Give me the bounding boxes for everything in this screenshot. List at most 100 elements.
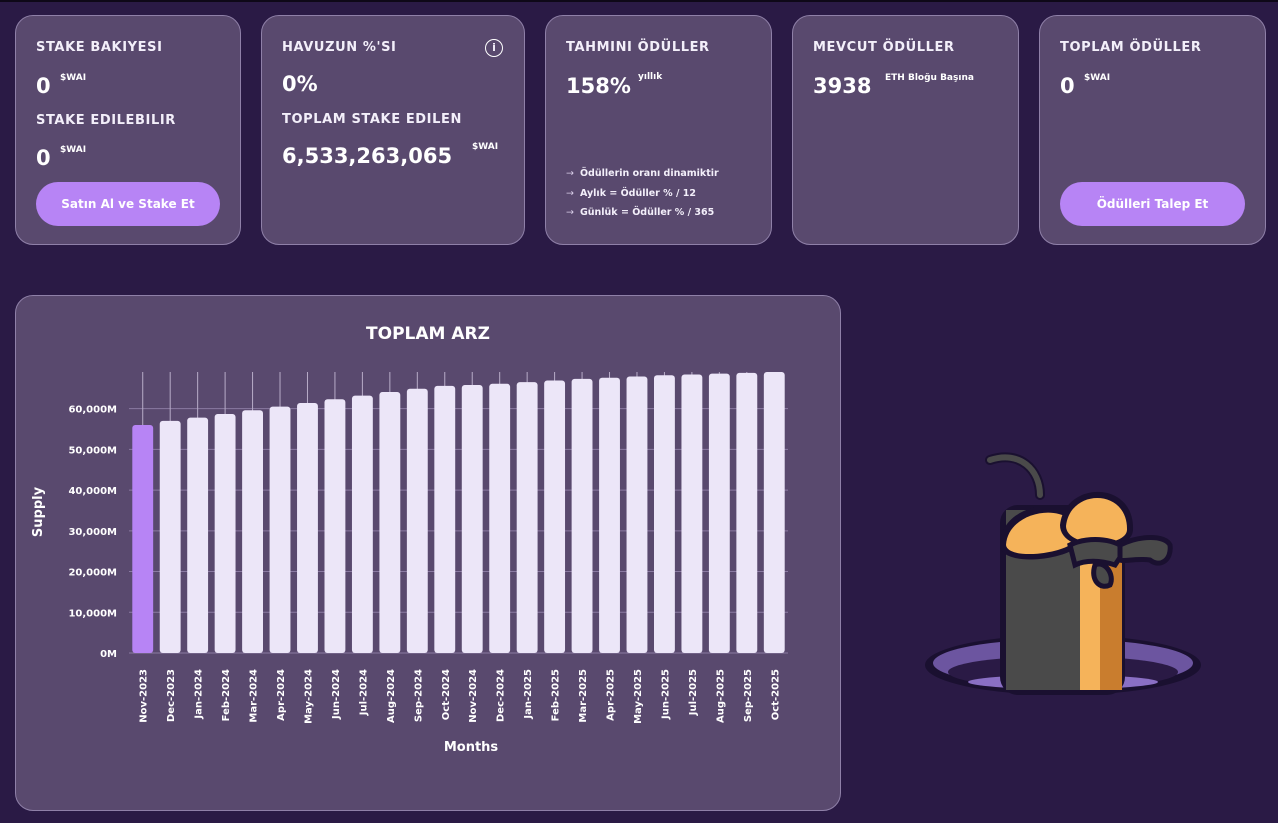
bar-sep-2025[interactable] <box>736 372 758 653</box>
x-tick-label: Sep-2024 <box>413 669 424 722</box>
stake-balance-unit: $WAI <box>60 73 87 83</box>
x-tick-label: Aug-2025 <box>715 669 726 723</box>
bar-jul-2025[interactable] <box>681 374 703 653</box>
bar-feb-2025[interactable] <box>544 380 566 653</box>
x-tick-label: May-2024 <box>303 669 314 724</box>
total-rewards-title: TOPLAM ÖDÜLLER <box>1060 40 1202 55</box>
y-tick-label: 10,000M <box>68 608 117 619</box>
y-tick-label: 30,000M <box>68 527 117 538</box>
x-tick-label: May-2025 <box>633 669 644 724</box>
bar-feb-2024[interactable] <box>214 413 236 653</box>
stake-balance-card: STAKE BAKIYESI 0 $WAI STAKE EDILEBILIR 0… <box>15 15 241 245</box>
top-edge <box>0 0 1278 2</box>
x-tick-label: Feb-2025 <box>551 669 562 721</box>
y-tick-label: 40,000M <box>68 486 117 497</box>
total-rewards-value: 0 <box>1060 74 1075 98</box>
mascot-illustration <box>925 452 1201 695</box>
total-staked-unit: $WAI <box>472 142 499 152</box>
arrow-right-icon: → <box>566 207 574 218</box>
estimated-rewards-suffix: yıllık <box>638 72 663 82</box>
bar-apr-2024[interactable] <box>269 406 291 653</box>
pool-share-card: HAVUZUN %'SI i 0% TOPLAM STAKE EDILEN 6,… <box>261 15 525 245</box>
bar-dec-2023[interactable] <box>159 420 181 653</box>
bar-nov-2023[interactable] <box>132 424 154 653</box>
x-tick-label: Apr-2025 <box>606 669 617 721</box>
x-axis-label: Months <box>444 740 499 755</box>
y-tick-label: 60,000M <box>68 405 117 416</box>
y-tick-label: 0M <box>100 649 117 660</box>
x-tick-label: Oct-2024 <box>441 669 452 720</box>
x-tick-label: Feb-2024 <box>221 669 232 721</box>
x-tick-label: Jul-2024 <box>358 669 369 716</box>
y-tick-label: 20,000M <box>68 568 117 579</box>
info-icon[interactable]: i <box>485 39 503 57</box>
x-tick-label: Jun-2025 <box>660 669 671 720</box>
current-rewards-suffix: ETH Bloğu Başına <box>885 73 974 83</box>
bar-nov-2024[interactable] <box>461 385 483 653</box>
stake-balance-title: STAKE BAKIYESI <box>36 40 163 55</box>
current-rewards-title: MEVCUT ÖDÜLLER <box>813 40 955 55</box>
claim-rewards-button[interactable]: Ödülleri Talep Et <box>1060 182 1245 226</box>
x-tick-label: Mar-2024 <box>249 669 260 723</box>
arrow-right-icon: → <box>566 168 574 179</box>
x-axis-ticks: Nov-2023 Dec-2023 Jan-2024 Feb-2024 Mar-2024… <box>139 669 782 724</box>
bar-mar-2025[interactable] <box>571 378 593 653</box>
arrow-right-icon: → <box>566 188 574 199</box>
bar-apr-2025[interactable] <box>599 377 620 653</box>
estimated-rewards-value: 158% <box>566 74 631 98</box>
bar-may-2025[interactable] <box>626 376 648 653</box>
y-axis-label: Supply <box>31 486 46 537</box>
chart-bars <box>132 372 785 653</box>
estimated-rewards-card: TAHMINI ÖDÜLLER 158% yıllık → Ödüllerin o… <box>545 15 772 245</box>
x-tick-label: Jun-2024 <box>331 669 342 720</box>
bar-may-2024[interactable] <box>297 402 318 653</box>
bar-oct-2025[interactable] <box>763 372 785 653</box>
total-staked-value: 6,533,263,065 <box>282 144 453 168</box>
x-tick-label: Aug-2024 <box>386 669 397 723</box>
x-tick-label: Mar-2025 <box>578 669 589 723</box>
chart-title: TOPLAM ARZ <box>366 324 490 344</box>
stake-balance-value: 0 <box>36 74 51 98</box>
total-staked-title: TOPLAM STAKE EDILEN <box>282 112 462 127</box>
x-tick-label: Dec-2024 <box>496 669 507 722</box>
bar-jun-2024[interactable] <box>324 399 346 653</box>
bar-dec-2024[interactable] <box>489 383 511 653</box>
note-item: → Günlük = Ödüller % / 365 <box>566 207 715 218</box>
stakeable-title: STAKE EDILEBILIR <box>36 113 176 128</box>
estimated-rewards-title: TAHMINI ÖDÜLLER <box>566 40 710 55</box>
y-axis-ticks: 0M 10,000M 20,000M 30,000M 40,000M 50,000M 60,… <box>68 405 117 660</box>
bar-jan-2024[interactable] <box>187 417 209 653</box>
x-tick-label: Jul-2025 <box>688 669 699 716</box>
supply-bar-chart: TOPLAM ARZ 0M 10,000M 20,000M 30,000M 40,000… <box>31 324 788 755</box>
x-tick-label: Sep-2025 <box>743 669 754 722</box>
stakeable-value: 0 <box>36 146 51 170</box>
bar-aug-2024[interactable] <box>379 391 401 653</box>
note-item: → Ödüllerin oranı dinamiktir <box>566 168 719 179</box>
x-tick-label: Jan-2025 <box>523 669 534 720</box>
x-tick-label: Dec-2023 <box>166 669 177 722</box>
pool-share-title: HAVUZUN %'SI <box>282 40 397 55</box>
current-rewards-card: MEVCUT ÖDÜLLER 3938 ETH Bloğu Başına <box>792 15 1019 245</box>
bar-mar-2024[interactable] <box>242 410 263 653</box>
bar-aug-2025[interactable] <box>708 373 730 653</box>
buy-and-stake-button[interactable]: Satın Al ve Stake Et <box>36 182 220 226</box>
x-tick-label: Jan-2024 <box>194 669 205 720</box>
x-tick-label: Apr-2024 <box>276 669 287 721</box>
total-supply-chart-card: TOPLAM ARZ 0M 10,000M 20,000M 30,000M 40,000… <box>15 295 841 811</box>
bar-sep-2024[interactable] <box>406 388 428 653</box>
x-tick-label: Nov-2023 <box>139 669 150 723</box>
character-icon <box>985 452 1173 695</box>
note-item: → Aylık = Ödüller % / 12 <box>566 188 696 199</box>
pool-share-value: 0% <box>282 72 318 96</box>
x-tick-label: Nov-2024 <box>468 669 479 723</box>
total-rewards-card: TOPLAM ÖDÜLLER 0 $WAI Ödülleri Talep Et <box>1039 15 1266 245</box>
stakeable-unit: $WAI <box>60 145 87 155</box>
bar-jan-2025[interactable] <box>516 382 538 653</box>
y-tick-label: 50,000M <box>68 445 117 456</box>
bar-oct-2024[interactable] <box>434 385 456 653</box>
bar-jul-2024[interactable] <box>351 395 373 653</box>
total-rewards-unit: $WAI <box>1084 73 1111 83</box>
current-rewards-value: 3938 <box>813 74 872 98</box>
x-tick-label: Oct-2025 <box>770 669 781 720</box>
bar-jun-2025[interactable] <box>654 375 675 653</box>
